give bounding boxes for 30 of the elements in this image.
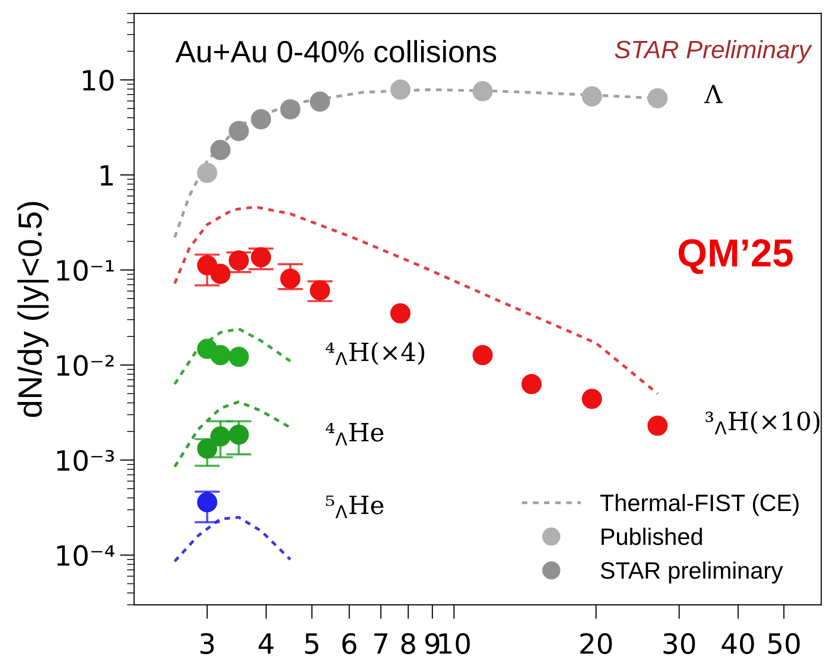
y-tick-label: 1 [100,165,113,186]
y-tick-label: 10⁻⁴ [57,545,114,566]
x-tick-label: 40 [722,633,754,654]
annotation: ⁴$_{Λ}$H(×4) [326,342,424,366]
annotation: STAR Preliminary [614,40,812,64]
y-tick-label: 10⁻³ [57,450,114,472]
x-tick-label: 8 [401,633,416,654]
y-axis-title: dN/dy (|y|<0.5) [17,202,49,417]
annotation: ⁵$_{Λ}$He [326,496,384,518]
annotation: Λ [704,84,723,104]
annotation: QM’25 [678,239,793,274]
y-tick-label: 10⁻² [57,354,114,376]
legend-label: Published [602,528,702,546]
x-tick-label: 4 [258,633,274,654]
text: Au+Au 0-40% collisions [175,40,496,62]
x-tick-label: 9 [425,633,440,654]
legend-label: STAR preliminary [600,562,783,584]
y-tick-label: 10⁻¹ [57,260,114,281]
x-tick-label: 50 [768,633,800,654]
x-tick-label: 20 [580,633,612,654]
legend-label: Thermal-FIST (CE) [600,494,799,516]
annotation: ³$_{Λ}$H(×10) [706,411,820,434]
x-tick-label: 6 [342,633,356,654]
x-tick-label: 10 [439,633,470,654]
x-tick-label: 30 [664,633,695,654]
x-tick-label: 5 [305,633,318,654]
x-tick-label: 3 [200,633,214,654]
y-tick-label: 10 [83,70,114,91]
x-tick-label: 7 [374,633,388,654]
annotation: ⁴$_{Λ}$He [326,422,384,446]
